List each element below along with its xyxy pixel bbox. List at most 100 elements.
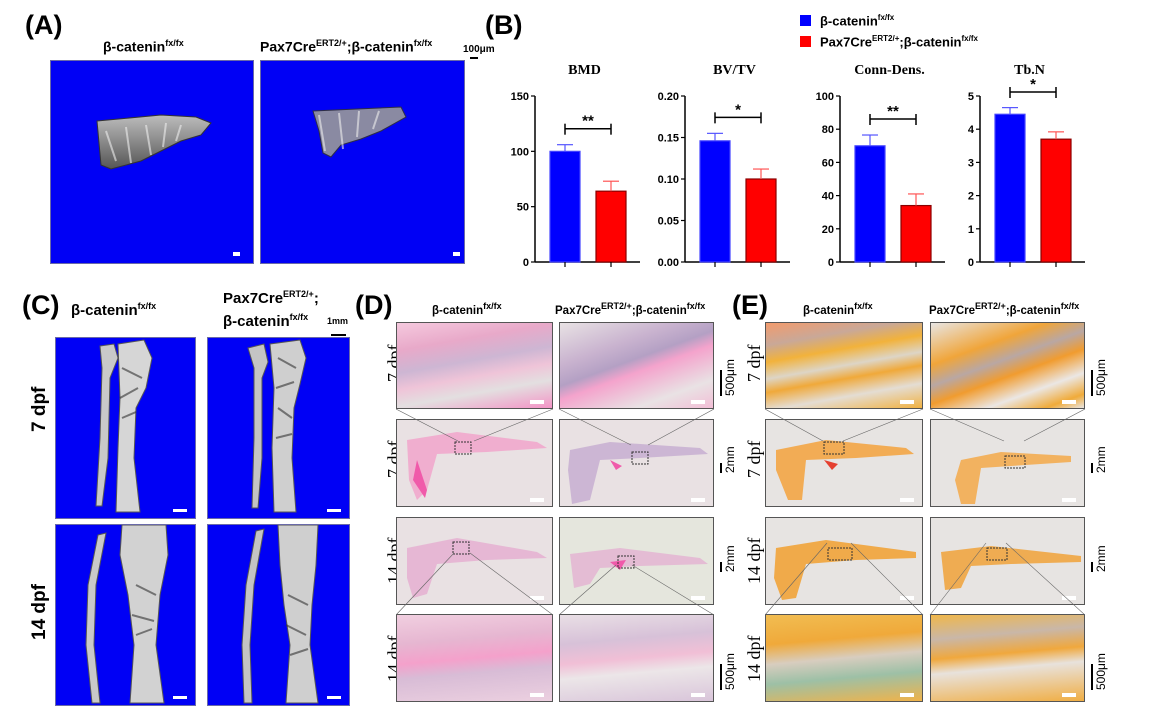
tissue-section — [407, 538, 547, 598]
panel-e-group-control: β-cateninfx/fx — [803, 301, 873, 317]
bar-chart-0: BMD 0 50 100 150 ** — [511, 63, 640, 269]
y-tick-label: 0.15 — [658, 133, 679, 145]
scale-bar — [530, 693, 544, 697]
tissue-section — [774, 540, 916, 600]
safranin-stain-control-7dpf-zoom — [765, 322, 923, 409]
panel-a-scale-bar — [470, 57, 478, 59]
panel-e-row-label-1: 7 dpf — [744, 344, 764, 383]
genotype-superscript: fx/fx — [413, 38, 433, 48]
y-tick-label: 0 — [828, 257, 834, 269]
group-name: β-catenin — [432, 304, 484, 317]
genotype-superscript: ERT2/+ — [975, 301, 1006, 311]
bar-chart-1: BV/TV 0.00 0.05 0.10 0.15 0.20 * — [658, 63, 790, 269]
panel-e-row-label-2: 7 dpf — [744, 440, 764, 479]
legend-swatch-mutant — [800, 36, 811, 47]
panel-e-scale-bar-3 — [1091, 562, 1093, 572]
scale-bar — [691, 693, 705, 697]
microct-trabecular-mutant — [260, 60, 465, 264]
bar-control — [549, 150, 581, 263]
chart-title: Tb.N — [1014, 63, 1045, 78]
y-tick-label: 150 — [511, 91, 529, 103]
scale-bar — [173, 696, 187, 699]
group-prefix: Pax7Cre — [260, 38, 317, 55]
chart-title: BMD — [568, 63, 601, 78]
scale-bar — [530, 400, 544, 404]
group-prefix: Pax7Cre — [929, 304, 976, 317]
panel-d-zoom-connectors — [396, 408, 714, 616]
group-name: β-catenin — [103, 38, 166, 55]
panel-c-scale-label: 1mm — [327, 316, 349, 326]
microct-tibia-control-14dpf — [55, 524, 196, 706]
scale-bar — [1062, 498, 1076, 502]
bar-control — [854, 145, 886, 263]
y-tick-label: 0.05 — [658, 216, 679, 228]
scale-bar — [327, 696, 341, 699]
significance-label: * — [735, 101, 741, 118]
y-tick-label: 5 — [968, 91, 974, 103]
panel-d-label: (D) — [355, 290, 393, 320]
scale-bar — [900, 498, 914, 502]
panel-a-group-control: β-cateninfx/fx — [103, 38, 184, 55]
significance-label: ** — [582, 113, 594, 130]
genotype-superscript: fx/fx — [686, 301, 706, 311]
scale-bar — [900, 400, 914, 404]
group-name: β-catenin — [223, 313, 290, 330]
panel-e-scale-label-1: 500μm — [1094, 359, 1108, 396]
panel-a-group-mutant: Pax7CreERT2/+;β-cateninfx/fx — [260, 38, 432, 55]
genotype-superscript: fx/fx — [137, 301, 157, 311]
panel-c-row-label-7dpf: 7 dpf — [29, 386, 50, 432]
significance-label: ** — [887, 103, 899, 120]
genotype-superscript: ERT2/+ — [316, 38, 347, 48]
scale-bar — [453, 252, 460, 256]
panel-d-scale-label-3: 2mm — [723, 545, 737, 572]
panel-e-group-mutant: Pax7CreERT2/+;β-cateninfx/fx — [929, 301, 1079, 317]
y-tick-label: 4 — [968, 124, 975, 136]
genotype-superscript: fx/fx — [877, 13, 895, 22]
safranin-stain-mutant-7dpf-overview — [930, 419, 1085, 507]
scale-bar — [173, 509, 187, 512]
scale-bar — [1062, 596, 1076, 600]
scale-bar — [691, 596, 705, 600]
genotype-superscript: fx/fx — [483, 301, 502, 311]
panel-e-row-label-3: 14 dpf — [744, 537, 764, 585]
group-name: ;β-catenin — [1005, 304, 1061, 317]
bar-charts: BMD050100150**BV/TV0.000.050.100.150.20*… — [511, 63, 1085, 269]
scale-bar — [900, 596, 914, 600]
safranin-stain-mutant-14dpf-zoom — [930, 614, 1085, 702]
y-tick-label: 1 — [968, 224, 974, 236]
group-separator: ; — [313, 290, 319, 307]
y-tick-label: 3 — [968, 157, 974, 169]
genotype-superscript: fx/fx — [165, 38, 184, 48]
safranin-stain-mutant-14dpf-overview — [930, 517, 1085, 605]
tibia-render — [247, 339, 341, 513]
y-tick-label: 0.20 — [658, 91, 679, 103]
scale-bar — [530, 596, 544, 600]
scale-bar — [691, 498, 705, 502]
legend-label: β-catenin — [820, 13, 878, 29]
tissue-section — [568, 442, 708, 504]
y-tick-label: 80 — [822, 124, 834, 136]
bar-control — [994, 113, 1026, 263]
tissue-section — [407, 432, 547, 500]
tibia-render — [85, 524, 187, 704]
legend-label: ;β-catenin — [899, 34, 962, 50]
panel-c-row-label-14dpf: 14 dpf — [29, 584, 50, 640]
panel-d-scale-label-2: 2mm — [723, 446, 737, 473]
genotype-superscript: fx/fx — [1060, 301, 1080, 311]
genotype-superscript: ERT2/+ — [601, 301, 632, 311]
panel-e-scale-bar-1 — [1091, 370, 1093, 396]
panel-c-group-control: β-cateninfx/fx — [71, 301, 156, 319]
group-name: ;β-catenin — [631, 304, 687, 317]
scale-bar — [530, 498, 544, 502]
legend-label-prefix: Pax7Cre — [820, 34, 873, 50]
genotype-superscript: ERT2/+ — [283, 289, 314, 299]
trabecular-bone-render — [96, 114, 240, 256]
tissue-section — [941, 546, 1081, 590]
panel-e-scale-label-4: 500μm — [1094, 653, 1108, 690]
he-stain-control-7dpf-overview — [396, 419, 553, 507]
scale-bar — [1062, 400, 1076, 404]
bar-control — [699, 140, 731, 263]
bar-chart-3: Tb.N 0 1 2 3 4 5 * — [968, 63, 1085, 269]
panel-d-scale-bar-4 — [720, 664, 722, 690]
y-tick-label: 0.10 — [658, 174, 679, 186]
